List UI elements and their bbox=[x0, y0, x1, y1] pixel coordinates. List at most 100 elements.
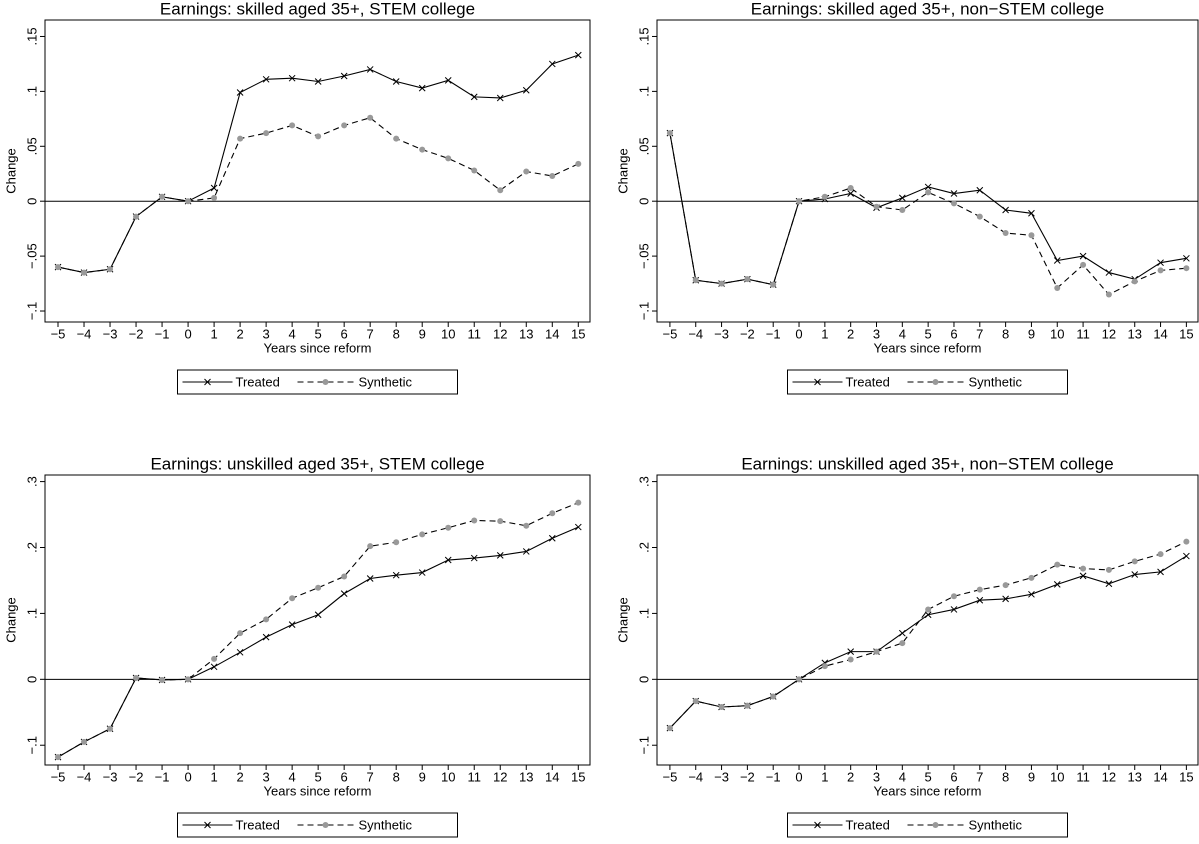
marker-circle bbox=[718, 280, 725, 287]
marker-circle bbox=[471, 167, 478, 174]
y-tick-label: .2 bbox=[24, 542, 39, 553]
marker-circle bbox=[419, 146, 426, 153]
x-tick-label: 15 bbox=[1179, 769, 1193, 784]
x-tick-label: 8 bbox=[393, 769, 400, 784]
marker-circle bbox=[237, 135, 244, 142]
marker-x bbox=[976, 186, 984, 194]
x-tick-label: −3 bbox=[714, 326, 729, 341]
x-tick-label: 0 bbox=[184, 769, 191, 784]
plot-frame bbox=[656, 19, 1199, 323]
marker-x bbox=[976, 596, 984, 604]
x-tick-label: 2 bbox=[236, 326, 243, 341]
marker-circle bbox=[237, 630, 244, 637]
legend-label: Treated bbox=[846, 817, 890, 832]
marker-circle bbox=[744, 276, 751, 283]
marker-circle bbox=[821, 663, 828, 670]
plot-frame bbox=[44, 474, 591, 766]
marker-circle bbox=[847, 656, 854, 663]
marker-x bbox=[1053, 581, 1061, 588]
marker-x bbox=[444, 556, 452, 564]
x-axis-label: Years since reform bbox=[264, 340, 372, 355]
marker-x bbox=[314, 78, 322, 85]
x-tick-label: 12 bbox=[493, 326, 507, 341]
marker-circle bbox=[847, 185, 854, 192]
y-tick-label: 0 bbox=[24, 198, 39, 205]
legend-marker bbox=[814, 378, 821, 386]
x-tick-label: 3 bbox=[263, 326, 270, 341]
marker-circle bbox=[718, 704, 725, 710]
marker-x bbox=[924, 611, 932, 619]
marker-circle bbox=[549, 172, 556, 179]
y-tick-label: −.05 bbox=[24, 243, 39, 269]
marker-circle bbox=[796, 198, 803, 205]
x-tick-label: 13 bbox=[1127, 769, 1141, 784]
marker-x bbox=[1157, 568, 1164, 576]
x-axis-label: Years since reform bbox=[264, 783, 372, 798]
x-tick-label: 1 bbox=[210, 769, 217, 784]
marker-circle bbox=[133, 675, 140, 681]
marker-x bbox=[1079, 572, 1087, 580]
x-tick-label: 2 bbox=[236, 769, 243, 784]
x-tick-label: −2 bbox=[740, 326, 755, 341]
y-axis-label: Change bbox=[3, 148, 18, 194]
marker-x bbox=[496, 552, 504, 559]
marker-circle bbox=[925, 606, 932, 613]
legend-marker bbox=[204, 821, 211, 829]
chart-title: Earnings: unskilled aged 35+, non−STEM c… bbox=[741, 454, 1113, 473]
x-tick-label: 0 bbox=[184, 326, 191, 341]
x-tick-label: 7 bbox=[367, 769, 374, 784]
marker-circle bbox=[899, 206, 906, 213]
marker-circle bbox=[770, 693, 777, 700]
marker-x bbox=[418, 569, 426, 576]
x-tick-label: 1 bbox=[821, 326, 828, 341]
x-tick-label: −1 bbox=[155, 769, 170, 784]
x-tick-label: 1 bbox=[210, 326, 217, 341]
x-tick-label: 4 bbox=[289, 769, 296, 784]
marker-circle bbox=[1054, 561, 1061, 568]
chart-title: Earnings: skilled aged 35+, non−STEM col… bbox=[751, 0, 1104, 18]
marker-circle bbox=[289, 122, 296, 129]
marker-x bbox=[236, 648, 244, 656]
x-axis-label: Years since reform bbox=[874, 783, 982, 798]
marker-circle bbox=[744, 702, 751, 709]
marker-x bbox=[470, 554, 478, 562]
marker-circle bbox=[367, 543, 374, 550]
x-tick-label: 11 bbox=[1076, 769, 1090, 784]
marker-x bbox=[574, 523, 582, 531]
x-tick-label: 8 bbox=[1002, 769, 1009, 784]
marker-circle bbox=[185, 198, 192, 205]
x-tick-label: 5 bbox=[925, 769, 932, 784]
marker-circle bbox=[976, 586, 983, 593]
marker-circle bbox=[159, 193, 166, 200]
marker-x bbox=[444, 77, 452, 84]
marker-circle bbox=[315, 584, 322, 591]
y-tick-label: −.1 bbox=[636, 736, 651, 754]
marker-x bbox=[574, 51, 582, 59]
y-tick-label: −.05 bbox=[636, 243, 651, 269]
x-tick-label: 9 bbox=[419, 769, 426, 784]
marker-x bbox=[288, 621, 296, 628]
marker-circle bbox=[419, 531, 426, 538]
marker-x bbox=[898, 194, 906, 202]
x-tick-label: 13 bbox=[519, 326, 533, 341]
marker-x bbox=[1028, 209, 1035, 217]
y-tick-label: 0 bbox=[636, 676, 651, 683]
marker-circle bbox=[159, 676, 166, 683]
marker-circle bbox=[1002, 230, 1009, 237]
marker-x bbox=[262, 75, 270, 83]
y-tick-label: .1 bbox=[24, 86, 39, 97]
x-tick-label: 15 bbox=[571, 326, 585, 341]
marker-circle bbox=[925, 189, 932, 196]
x-tick-label: −3 bbox=[714, 769, 729, 784]
marker-circle bbox=[211, 655, 218, 662]
x-tick-label: 9 bbox=[419, 326, 426, 341]
x-tick-label: 4 bbox=[899, 326, 906, 341]
series-line bbox=[57, 54, 579, 274]
x-tick-label: −4 bbox=[77, 769, 92, 784]
x-tick-label: 6 bbox=[341, 769, 348, 784]
x-tick-label: 13 bbox=[519, 769, 533, 784]
y-tick-label: .3 bbox=[636, 476, 651, 487]
marker-circle bbox=[1131, 558, 1138, 565]
legend-marker bbox=[932, 822, 939, 828]
marker-x bbox=[392, 571, 400, 579]
